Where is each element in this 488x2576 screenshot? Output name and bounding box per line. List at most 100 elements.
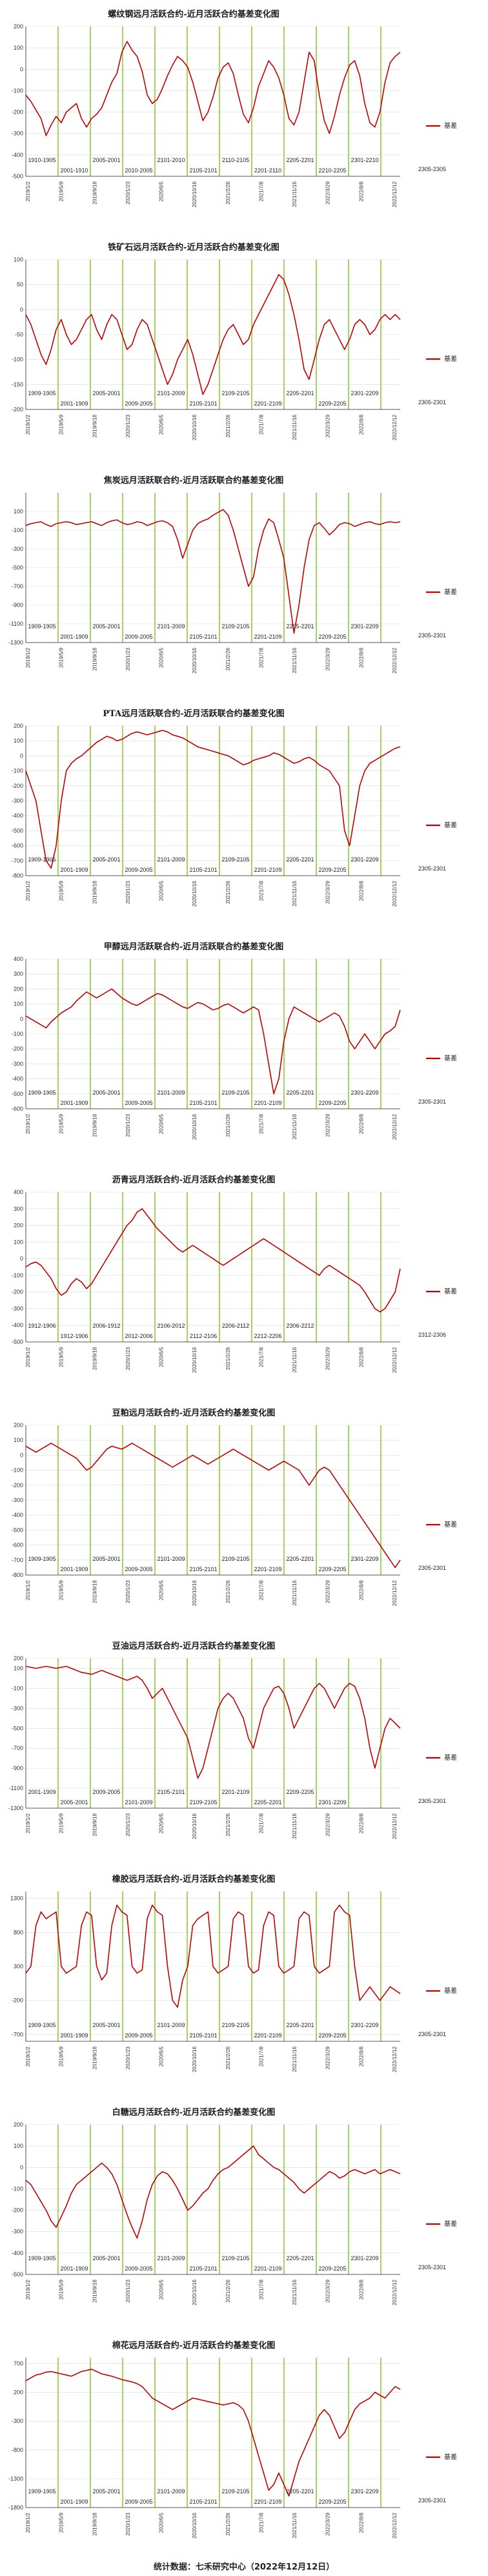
x-tick-label: 2022/3/29: [325, 1113, 331, 1137]
series-line: [25, 274, 401, 395]
period-label: 2205-2201: [286, 856, 314, 863]
legend-label: 基差: [444, 2453, 457, 2461]
y-tick-label: 200: [14, 1222, 23, 1229]
x-tick-label: 2022/12/12: [392, 2046, 398, 2072]
period-label: 1909-1905: [28, 2022, 56, 2028]
period-label: 2209-2205: [318, 2499, 346, 2505]
y-tick-label: -200: [12, 1482, 23, 1489]
x-tick-label: 2021/11/16: [292, 880, 298, 906]
x-tick-label: 2022/8/8: [358, 647, 364, 668]
legend-label: 基差: [444, 1287, 457, 1295]
x-tick-label: 2019/9/18: [92, 647, 97, 670]
y-tick-label: -300: [12, 2418, 23, 2424]
x-tick-label: 2019/9/18: [92, 1580, 97, 1603]
y-tick-label: 200: [14, 723, 23, 729]
y-tick-label: 100: [14, 1665, 23, 1671]
x-tick-label: 2022/12/12: [392, 2512, 398, 2539]
chart-panel: 螺纹钢远月活跃合约-近月活跃合约基差变化图 200 100 0 -100 -200 -300…: [0, 3, 488, 232]
period-label: 2105-2101: [189, 1100, 217, 1106]
period-label: 2205-2201: [286, 2255, 314, 2262]
period-label: 2201-2109: [254, 634, 281, 640]
x-tick-label: 2020/1/23: [125, 1346, 131, 1370]
y-tick-label: -700: [12, 858, 23, 864]
period-label: 2301-2210: [351, 157, 378, 163]
period-label: 2305-2301: [418, 1565, 446, 1571]
period-label: 2205-2201: [254, 1799, 281, 1806]
period-label: 2109-2105: [221, 2488, 249, 2495]
y-tick-label: -400: [12, 2250, 23, 2256]
period-label: 2301-2209: [351, 623, 378, 630]
x-tick-label: 2021/11/16: [292, 1113, 298, 1139]
period-label: 2209-2205: [286, 1789, 314, 1795]
x-tick-label: 2019/9/18: [92, 2512, 97, 2535]
x-tick-label: 2022/3/29: [325, 880, 331, 903]
x-tick-label: 2019/5/9: [59, 880, 65, 901]
chart-panel: 豆油远月活跃合约-近月活跃合约基差变化图 200 100 -100 -300 -500 -7…: [0, 1635, 488, 1864]
y-tick-label: -100: [12, 356, 23, 363]
x-tick-label: 2022/8/8: [358, 2279, 364, 2300]
period-label: 2301-2209: [351, 856, 378, 863]
y-tick-label: 200: [14, 1422, 23, 1428]
period-label: 2005-2001: [92, 157, 120, 163]
x-tick-label: 2020/6/5: [159, 2046, 165, 2066]
x-tick-label: 2022/12/12: [392, 1813, 398, 1839]
x-tick-label: 2021/11/16: [292, 647, 298, 673]
period-label: 2301-2209: [318, 1799, 346, 1806]
period-label: 2109-2105: [221, 2255, 249, 2262]
legend-label: 基差: [444, 1520, 457, 1529]
x-tick-label: 2019/1/2: [25, 2512, 31, 2533]
y-tick-label: -500: [12, 1339, 23, 1345]
period-label: 2006-1912: [92, 1323, 120, 1329]
x-tick-label: 2021/2/26: [225, 1580, 231, 1603]
period-label: 2001-1909: [60, 2499, 88, 2505]
period-label: 2001-1909: [60, 634, 88, 640]
series-line: [25, 1665, 401, 1779]
chart-title: 螺纹钢远月活跃合约-近月活跃合约基差变化图: [108, 10, 280, 19]
period-label: 2101-2009: [157, 2255, 185, 2262]
y-tick-label: 100: [14, 1239, 23, 1245]
x-tick-label: 2022/8/8: [358, 880, 364, 901]
period-label: 2009-2005: [125, 2499, 152, 2505]
period-label: 2109-2105: [221, 856, 249, 863]
period-label: 2305-2301: [418, 1098, 446, 1105]
period-label: 2109-2105: [221, 390, 249, 397]
x-tick-label: 2022/3/29: [325, 414, 331, 437]
period-label: 2009-2005: [125, 2032, 152, 2039]
period-label: 2201-2109: [221, 1789, 249, 1795]
x-tick-label: 2019/9/18: [92, 880, 97, 903]
x-tick-label: 2020/10/16: [192, 181, 198, 207]
y-tick-label: -1800: [8, 2504, 23, 2511]
x-tick-label: 2019/5/9: [59, 2279, 65, 2300]
chart-title: 豆粕远月活跃合约-近月活跃合约基差变化图: [112, 1408, 276, 1418]
y-tick-label: 200: [14, 23, 23, 30]
period-label: 2305-2301: [418, 2264, 446, 2271]
x-tick-label: 2020/6/5: [159, 880, 165, 901]
y-tick-label: -1300: [8, 639, 23, 646]
x-tick-label: 2020/10/16: [192, 880, 198, 907]
period-label: 2305-2301: [418, 1798, 446, 1804]
period-label: 2101-2009: [157, 2488, 185, 2495]
x-tick-label: 2020/1/23: [125, 647, 131, 670]
y-tick-label: -300: [12, 1305, 23, 1312]
y-tick-label: -800: [12, 2447, 23, 2453]
x-tick-label: 2019/1/2: [25, 1113, 31, 1134]
period-label: 2209-2205: [318, 2265, 346, 2272]
chart-title: 棉花远月活跃合约-近月活跃合约基差变化图: [112, 2341, 276, 2351]
legend-label: 基差: [444, 1753, 457, 1762]
period-label: 2009-2005: [92, 1789, 120, 1795]
y-tick-label: -50: [15, 331, 23, 338]
chart-panel: 橡胶远月活跃合约-近月活跃合约基差变化图 1300 800 300 -200 -700 20…: [0, 1868, 488, 2097]
y-tick-label: 0: [20, 2164, 23, 2170]
chart-title: PTA远月活跃联合约-近月活跃联合约基差变化图: [103, 709, 285, 719]
x-tick-label: 2019/9/18: [92, 1813, 97, 1836]
period-label: 2005-2001: [92, 2022, 120, 2028]
period-label: 2312-2306: [418, 1332, 446, 1338]
period-label: 2101-2010: [157, 157, 185, 163]
y-tick-label: 300: [14, 1206, 23, 1212]
x-tick-label: 2019/5/9: [59, 2046, 65, 2066]
x-tick-label: 2022/3/29: [325, 1580, 331, 1603]
period-label: 1909-1905: [28, 1089, 56, 1096]
y-tick-label: -1100: [9, 621, 23, 627]
period-label: 2209-2205: [318, 1566, 346, 1572]
